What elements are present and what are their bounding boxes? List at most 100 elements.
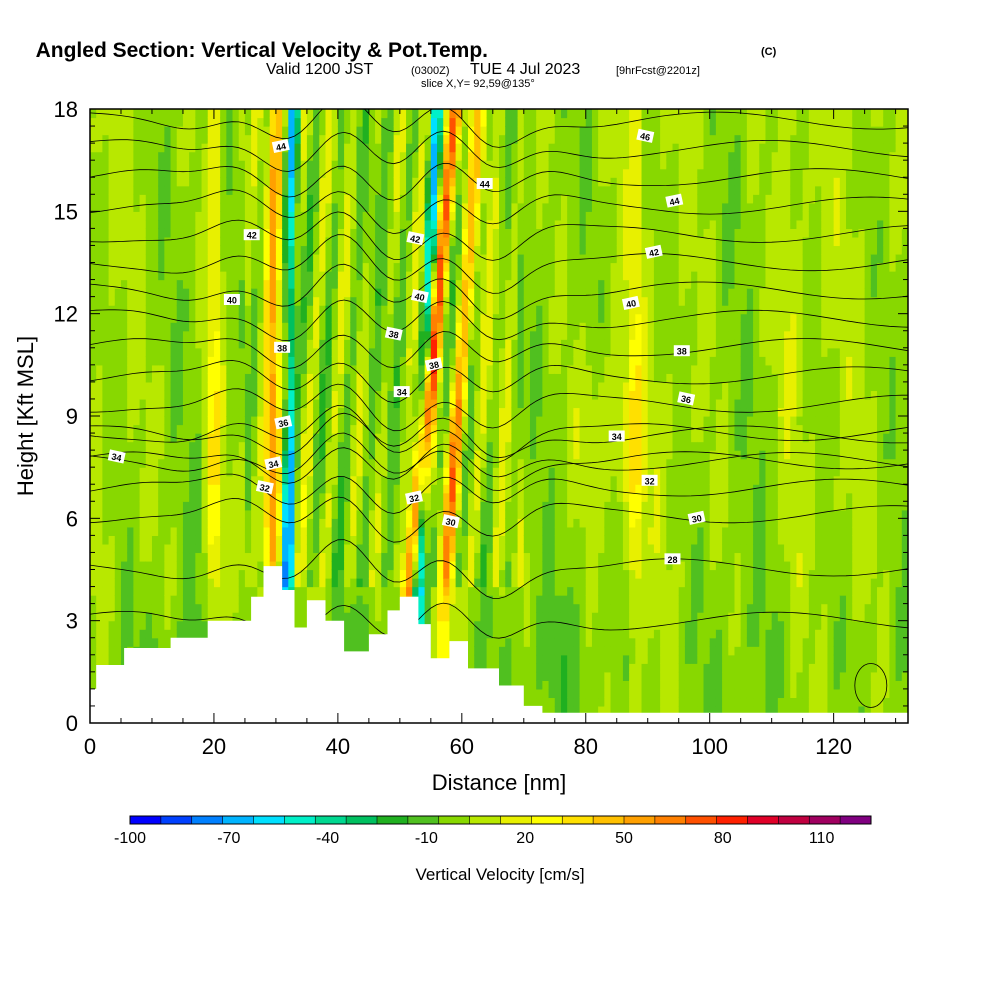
y-axis-label: Height [Kft MSL] xyxy=(13,336,38,496)
contour-label: 44 xyxy=(476,178,493,190)
potential-temperature-contours xyxy=(90,109,908,708)
isentrope-line xyxy=(90,412,908,459)
contour-label-text: 34 xyxy=(612,432,622,442)
contour-label-text: 38 xyxy=(677,347,687,357)
valid-time-utc: (0300Z) xyxy=(411,65,450,77)
colorbar-swatch xyxy=(624,816,656,824)
contour-label: 42 xyxy=(406,231,425,246)
colorbar-swatch xyxy=(500,816,532,824)
x-axis-label: Distance [nm] xyxy=(432,770,567,795)
y-tick-label: 12 xyxy=(54,302,78,327)
contour-label: 34 xyxy=(264,456,283,471)
colorbar-swatch xyxy=(438,816,471,824)
isentrope-line xyxy=(90,109,908,148)
colorbar-swatch xyxy=(191,816,224,824)
colorbar-swatch xyxy=(562,816,594,824)
contour-label: 36 xyxy=(274,415,293,430)
contour-label-text: 28 xyxy=(667,555,677,565)
x-tick-label: 120 xyxy=(815,734,852,759)
colorbar-swatch xyxy=(346,816,378,824)
contour-label: 40 xyxy=(621,295,640,310)
isentrope-line xyxy=(90,443,908,484)
x-tick-label: 20 xyxy=(202,734,226,759)
contour-label-text: 36 xyxy=(277,417,289,429)
colorbar-swatch xyxy=(716,816,749,824)
colorbar-tick-label: -70 xyxy=(217,830,240,847)
contour-label-text: 34 xyxy=(397,388,407,398)
y-tick-label: 0 xyxy=(66,711,78,736)
y-tick-label: 3 xyxy=(66,609,78,634)
contour-label: 30 xyxy=(687,510,706,525)
isentrope-line xyxy=(90,602,908,644)
contour-label: 28 xyxy=(664,553,681,565)
contour-label: 34 xyxy=(393,386,410,398)
contour-label-text: 34 xyxy=(111,451,123,463)
contour-label: 38 xyxy=(673,345,690,357)
colorbar-tick-label: 110 xyxy=(809,830,835,847)
contour-label: 34 xyxy=(107,449,126,464)
colorbar xyxy=(129,815,872,825)
contour-label: 38 xyxy=(424,357,443,372)
x-tick-label: 100 xyxy=(691,734,728,759)
isentrope-line xyxy=(90,331,908,369)
isentrope-line xyxy=(90,360,908,404)
contour-label-text: 32 xyxy=(645,476,655,486)
isentrope-line xyxy=(90,211,908,261)
colorbar-tick-label: -10 xyxy=(415,830,438,847)
colorbar-swatch xyxy=(469,816,502,824)
contour-label: 44 xyxy=(271,138,290,154)
y-tick-label: 9 xyxy=(66,404,78,429)
contour-label: 38 xyxy=(384,326,403,341)
colorbar-tick-label: 80 xyxy=(714,830,732,847)
contour-label: 42 xyxy=(243,229,260,241)
isentrope-line xyxy=(90,539,908,599)
colorbar-swatch xyxy=(284,816,316,824)
colorbar-swatch xyxy=(407,816,440,824)
contour-label-text: 38 xyxy=(388,329,400,341)
contour-label-text: 44 xyxy=(275,141,287,153)
isentrope-line xyxy=(90,383,908,432)
contour-label-text: 42 xyxy=(409,233,421,245)
contour-label: 40 xyxy=(223,294,240,306)
colorbar-swatch xyxy=(747,816,779,824)
colorbar-tick-labels: -100 -70 -40 -10 20 50 80 110 xyxy=(114,830,834,847)
colorbar-swatch xyxy=(377,816,409,824)
x-tick-label: 80 xyxy=(574,734,598,759)
forecast-info: [9hrFcst@2201z] xyxy=(616,65,700,77)
contour-label-text: 30 xyxy=(445,516,457,528)
contour-label: 44 xyxy=(665,193,684,208)
contour-label-text: 46 xyxy=(639,131,651,143)
colorbar-swatch xyxy=(130,816,162,824)
chart-title: Angled Section: Vertical Velocity & Pot.… xyxy=(36,39,488,62)
slice-info: slice X,Y= 92,59@135° xyxy=(421,78,535,90)
colorbar-swatch xyxy=(809,816,841,824)
isentrope-line xyxy=(854,663,888,708)
y-tick-label: 18 xyxy=(54,97,78,122)
contour-label: 32 xyxy=(405,490,423,505)
colorbar-swatch xyxy=(654,816,687,824)
contour-label-text: 34 xyxy=(268,458,280,470)
contour-label-text: 42 xyxy=(648,247,660,259)
contour-label: 32 xyxy=(255,480,274,495)
contour-label: 36 xyxy=(677,391,696,406)
colorbar-tick-label: -100 xyxy=(114,830,146,847)
colorbar-swatch xyxy=(778,816,810,824)
colorbar-swatch xyxy=(160,816,193,824)
valid-time-label: Valid 1200 JST xyxy=(266,61,374,78)
contour-label: 40 xyxy=(410,289,429,304)
contour-label: 30 xyxy=(441,514,460,529)
colorbar-swatch xyxy=(222,816,255,824)
contour-label: 38 xyxy=(274,341,291,353)
isentrope-line xyxy=(90,496,908,543)
x-tick-label: 40 xyxy=(326,734,350,759)
colorbar-swatch xyxy=(531,816,563,824)
chart-title-unit: (C) xyxy=(761,46,777,58)
y-tick-labels: 0 3 6 9 12 15 18 xyxy=(54,97,78,736)
isentrope-line xyxy=(90,432,908,491)
colorbar-tick-label: -40 xyxy=(316,830,339,847)
contour-label-text: 44 xyxy=(669,196,681,208)
contour-label-text: 32 xyxy=(259,482,271,494)
terrain-shape xyxy=(90,566,908,723)
isentrope-line xyxy=(90,473,908,514)
